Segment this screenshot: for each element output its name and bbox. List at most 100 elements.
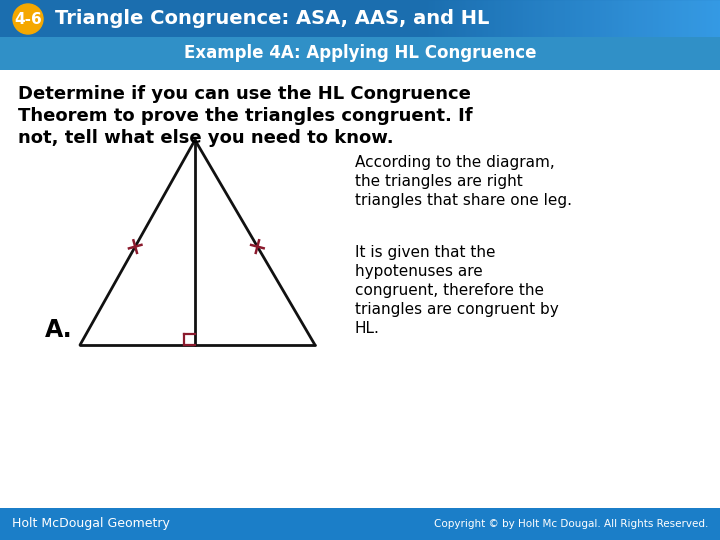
- Bar: [575, 0, 576, 37]
- Text: HL.: HL.: [355, 321, 380, 336]
- Text: Holt McDougal Geometry: Holt McDougal Geometry: [12, 517, 170, 530]
- Bar: [472, 0, 473, 37]
- Bar: [483, 0, 484, 37]
- Text: not, tell what else you need to know.: not, tell what else you need to know.: [18, 129, 394, 147]
- Bar: [489, 0, 490, 37]
- Bar: [459, 0, 460, 37]
- Bar: [567, 0, 568, 37]
- Bar: [666, 0, 667, 37]
- Bar: [621, 0, 622, 37]
- Bar: [550, 0, 551, 37]
- Bar: [664, 0, 665, 37]
- Bar: [650, 0, 651, 37]
- Bar: [696, 0, 697, 37]
- Bar: [644, 0, 645, 37]
- Bar: [476, 0, 477, 37]
- Bar: [547, 0, 548, 37]
- Bar: [454, 0, 455, 37]
- Bar: [583, 0, 584, 37]
- Bar: [645, 0, 646, 37]
- Bar: [614, 0, 615, 37]
- Bar: [608, 0, 609, 37]
- Bar: [430, 0, 431, 37]
- Bar: [615, 0, 616, 37]
- Bar: [549, 0, 550, 37]
- Bar: [528, 0, 529, 37]
- Bar: [600, 0, 601, 37]
- Bar: [436, 0, 437, 37]
- Bar: [661, 0, 662, 37]
- Bar: [433, 0, 434, 37]
- Bar: [649, 0, 650, 37]
- Bar: [452, 0, 453, 37]
- Bar: [682, 0, 683, 37]
- Bar: [494, 0, 495, 37]
- Bar: [506, 0, 507, 37]
- Bar: [540, 0, 541, 37]
- Bar: [466, 0, 467, 37]
- Bar: [714, 0, 715, 37]
- Bar: [573, 0, 574, 37]
- Bar: [480, 0, 481, 37]
- Bar: [500, 0, 501, 37]
- Bar: [597, 0, 598, 37]
- Bar: [461, 0, 462, 37]
- Bar: [612, 0, 613, 37]
- Bar: [702, 0, 703, 37]
- Bar: [526, 0, 527, 37]
- Bar: [420, 0, 421, 37]
- Bar: [463, 0, 464, 37]
- Bar: [548, 0, 549, 37]
- Bar: [709, 0, 710, 37]
- Bar: [438, 0, 439, 37]
- Bar: [646, 0, 647, 37]
- Bar: [668, 0, 669, 37]
- Bar: [445, 0, 446, 37]
- Bar: [662, 0, 663, 37]
- Bar: [688, 0, 689, 37]
- Bar: [505, 0, 506, 37]
- Bar: [566, 0, 567, 37]
- Bar: [470, 0, 471, 37]
- Bar: [523, 0, 524, 37]
- Bar: [670, 0, 671, 37]
- Bar: [527, 0, 528, 37]
- Bar: [638, 0, 639, 37]
- Bar: [534, 0, 535, 37]
- Bar: [0, 37, 720, 70]
- Bar: [712, 0, 713, 37]
- Bar: [671, 0, 672, 37]
- Bar: [694, 0, 695, 37]
- Bar: [509, 0, 510, 37]
- Bar: [584, 0, 585, 37]
- Bar: [698, 0, 699, 37]
- Bar: [691, 0, 692, 37]
- Bar: [499, 0, 500, 37]
- Bar: [591, 0, 592, 37]
- Bar: [565, 0, 566, 37]
- Bar: [711, 0, 712, 37]
- Bar: [633, 0, 634, 37]
- Text: hypotenuses are: hypotenuses are: [355, 264, 482, 279]
- Bar: [478, 0, 479, 37]
- Bar: [622, 0, 623, 37]
- Bar: [439, 0, 440, 37]
- Bar: [482, 0, 483, 37]
- Bar: [581, 0, 582, 37]
- Bar: [588, 0, 589, 37]
- Text: Triangle Congruence: ASA, AAS, and HL: Triangle Congruence: ASA, AAS, and HL: [55, 10, 490, 29]
- Bar: [585, 0, 586, 37]
- Bar: [713, 0, 714, 37]
- Bar: [518, 0, 519, 37]
- Bar: [607, 0, 608, 37]
- Bar: [455, 0, 456, 37]
- Bar: [593, 0, 594, 37]
- Bar: [571, 0, 572, 37]
- Bar: [719, 0, 720, 37]
- Bar: [525, 0, 526, 37]
- Bar: [620, 0, 621, 37]
- Bar: [511, 0, 512, 37]
- Bar: [0, 43, 720, 508]
- Bar: [508, 0, 509, 37]
- Bar: [619, 0, 620, 37]
